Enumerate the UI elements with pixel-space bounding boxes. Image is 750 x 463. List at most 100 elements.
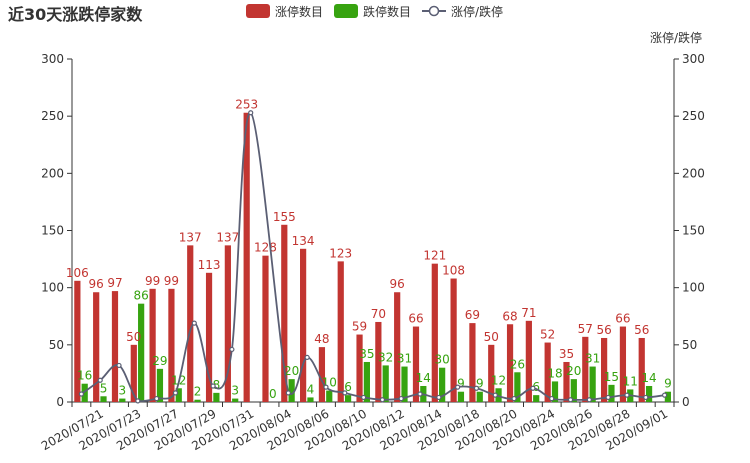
data-label-limit-down: 14 [416, 371, 431, 385]
data-label-limit-up: 68 [502, 309, 517, 323]
data-label-limit-up: 96 [390, 277, 405, 291]
bar-limit-down [175, 388, 182, 402]
ratio-point [154, 395, 160, 402]
data-label-limit-down: 30 [434, 353, 449, 367]
data-label-limit-up: 137 [216, 230, 239, 244]
data-label-limit-up: 57 [578, 322, 593, 336]
ratio-point [323, 384, 329, 390]
data-label-limit-up: 128 [254, 241, 277, 255]
bar-limit-up [149, 288, 156, 402]
y-tick-label-right: 200 [682, 166, 705, 180]
ratio-point [455, 384, 461, 390]
data-label-limit-up: 56 [634, 323, 649, 337]
ratio-point [191, 320, 197, 326]
legend-item-limit-up[interactable]: 涨停数目 [246, 4, 323, 19]
data-label-limit-down: 20 [284, 364, 299, 378]
ratio-point [473, 385, 480, 391]
bar-limit-up [281, 224, 288, 402]
bar-limit-down [119, 398, 126, 402]
ratio-point [398, 395, 404, 402]
data-label-limit-down: 31 [585, 352, 600, 366]
ratio-point [586, 397, 592, 403]
ratio-point [624, 392, 630, 398]
bar-limit-down [288, 379, 295, 402]
data-label-limit-up: 123 [329, 246, 352, 260]
legend-swatch-limit-up [246, 4, 270, 18]
y-tick-label-left: 150 [41, 224, 64, 238]
bar-limit-up [450, 278, 457, 402]
ratio-point [78, 391, 85, 397]
data-label-limit-up: 96 [89, 277, 104, 291]
ratio-point [417, 391, 423, 397]
bar-limit-down [100, 396, 107, 402]
bar-limit-up [525, 320, 532, 402]
bar-limit-down [382, 365, 389, 402]
bar-limit-down [476, 391, 483, 402]
data-label-limit-down: 9 [457, 377, 465, 391]
bar-limit-down [645, 385, 653, 402]
bar-limit-down [194, 399, 201, 402]
data-label-limit-down: 2 [194, 385, 202, 399]
data-label-limit-up: 69 [465, 308, 480, 322]
legend-label-ratio: 涨停/跌停 [451, 4, 503, 19]
bar-limit-up [638, 337, 645, 402]
bar-limit-down [344, 395, 352, 402]
ratio-point [97, 377, 103, 383]
y-tick-label-left: 50 [49, 338, 64, 352]
data-label-limit-down: 3 [119, 384, 127, 398]
data-label-limit-down: 29 [152, 354, 167, 368]
data-label-limit-up: 99 [164, 274, 179, 288]
bar-limit-down [401, 366, 408, 402]
ratio-point [135, 398, 141, 404]
y-tick-label-right: 0 [682, 395, 690, 409]
y-tick-label-right: 50 [682, 338, 697, 352]
y-tick-label-left: 100 [41, 281, 64, 295]
legend-item-ratio[interactable]: 涨停/跌停 [422, 4, 503, 19]
data-label-limit-down: 20 [566, 364, 581, 378]
ratio-point [116, 362, 122, 369]
bar-limit-up [224, 245, 231, 402]
bar-limit-up [74, 280, 81, 402]
ratio-point [549, 395, 555, 402]
ratio-point [210, 383, 216, 389]
data-label-limit-up: 253 [235, 98, 258, 112]
ratio-point [605, 394, 611, 401]
data-label-limit-down: 6 [532, 380, 540, 394]
bar-limit-down [457, 391, 465, 402]
data-label-limit-up: 66 [615, 312, 630, 326]
data-label-limit-down: 16 [77, 369, 92, 383]
legend-swatch-limit-down [334, 4, 358, 18]
ratio-line-layer [78, 110, 668, 404]
right-axis-title: 涨停/跌停 [650, 30, 702, 45]
y-tick-label-right: 100 [682, 281, 705, 295]
data-label-limit-down: 26 [510, 357, 525, 371]
data-label-limit-up: 97 [107, 276, 122, 290]
legend[interactable]: 涨停数目 跌停数目 涨停/跌停 [246, 4, 503, 19]
bar-limit-down [608, 384, 615, 402]
data-label-limit-down: 5 [100, 381, 108, 395]
data-label-limit-up: 155 [273, 210, 296, 224]
data-label-limit-down: 0 [269, 387, 277, 401]
bar-limit-up [300, 248, 307, 402]
bar-limit-down [551, 381, 559, 402]
ratio-point [436, 394, 442, 401]
bar-limit-down [232, 398, 239, 402]
data-label-limit-up: 121 [423, 249, 446, 263]
bar-limit-up [431, 263, 438, 402]
bar-limit-up [619, 326, 627, 402]
legend-item-limit-down[interactable]: 跌停数目 [334, 4, 411, 19]
data-label-limit-up: 108 [442, 264, 465, 278]
data-label-limit-down: 12 [491, 373, 506, 387]
bars [74, 112, 671, 402]
bar-limit-up [130, 344, 137, 402]
data-label-limit-down: 31 [397, 352, 412, 366]
ratio-point [172, 390, 179, 396]
data-label-limit-up: 71 [521, 306, 536, 320]
data-label-limit-down: 3 [231, 384, 239, 398]
y-tick-label-right: 250 [682, 109, 705, 123]
data-label-limit-up: 48 [314, 332, 329, 346]
data-label-limit-down: 86 [133, 289, 148, 303]
data-label-limit-up: 66 [408, 312, 423, 326]
ratio-point [379, 397, 386, 403]
